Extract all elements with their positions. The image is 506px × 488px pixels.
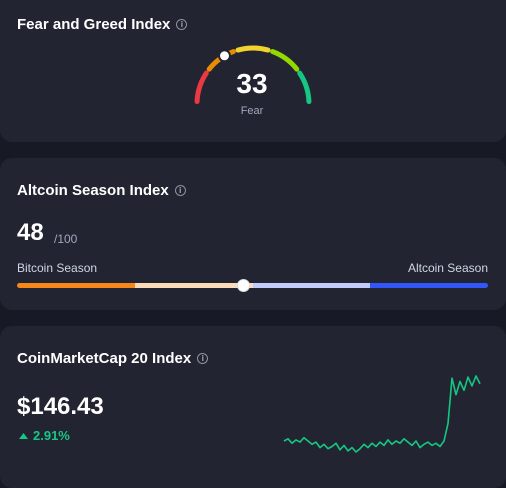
cmc20-card: CoinMarketCap 20 Index i $146.43 2.91%: [0, 326, 506, 488]
altcoin-season-title: Altcoin Season Index: [17, 182, 169, 199]
info-icon[interactable]: i: [174, 185, 186, 196]
bar-segment-altcoin-light: [252, 283, 371, 288]
caret-up-icon: [19, 432, 28, 439]
cmc20-title-row: CoinMarketCap 20 Index i: [17, 350, 209, 367]
info-icon[interactable]: i: [176, 19, 188, 30]
altcoin-season-card: Altcoin Season Index i 48 /100 Bitcoin S…: [0, 158, 506, 310]
bar-segment-bitcoin-light: [134, 283, 253, 288]
cmc20-change-value: 2.91%: [33, 428, 70, 443]
cmc20-sparkline: [283, 375, 481, 453]
altcoin-season-label: Altcoin Season: [407, 261, 488, 275]
fear-greed-title: Fear and Greed Index: [17, 16, 171, 33]
cmc20-title: CoinMarketCap 20 Index: [17, 350, 192, 367]
cmc20-change: 2.91%: [19, 428, 70, 443]
altcoin-season-indicator: [236, 279, 250, 292]
gauge-segment: [297, 70, 312, 105]
gauge-indicator: [217, 49, 231, 63]
fear-greed-label: Fear: [240, 105, 264, 117]
altcoin-season-max: /100: [54, 232, 78, 246]
fear-greed-card: Fear and Greed Index i 33 Fear: [0, 0, 506, 142]
gauge-segment: [194, 70, 209, 105]
gauge-segment: [270, 49, 300, 72]
cmc20-price: $146.43: [17, 393, 104, 420]
sparkline-series: [283, 375, 481, 453]
info-icon[interactable]: i: [197, 353, 209, 364]
bar-segment-bitcoin: [17, 283, 135, 288]
altcoin-season-bar: [17, 279, 488, 292]
fear-greed-gauge: [194, 45, 312, 105]
gauge-segment: [235, 45, 271, 53]
altcoin-season-value: 48: [17, 219, 44, 246]
altcoin-season-title-row: Altcoin Season Index i: [17, 182, 186, 199]
fear-greed-title-row: Fear and Greed Index i: [17, 16, 188, 33]
bitcoin-season-label: Bitcoin Season: [17, 261, 98, 275]
fear-greed-value: 33: [236, 68, 268, 99]
bar-segment-altcoin: [370, 283, 488, 288]
